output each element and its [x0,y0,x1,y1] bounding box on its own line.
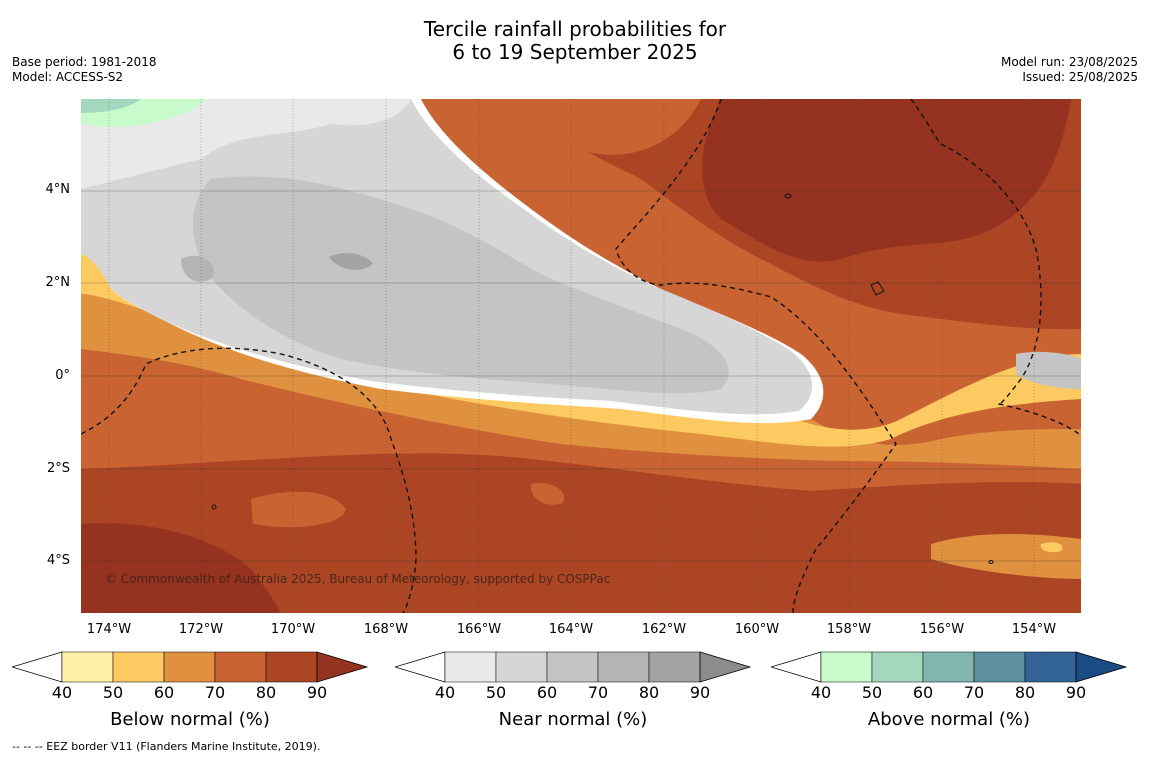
above-tick-60: 60 [912,683,934,702]
below-colorbar-cell [112,651,165,683]
near-tick-60: 60 [536,683,558,702]
lon-label-166w: 166°W [456,622,502,637]
near-colorbar-cells [444,651,701,683]
below-tick-70: 70 [204,683,226,702]
lat-label-2s: 2°S [46,461,70,476]
lon-label-170w: 170°W [270,622,316,637]
below-colorbar-cell [163,651,216,683]
near-tick-80: 80 [638,683,660,702]
issued-text: Issued: 25/08/2025 [1022,70,1138,84]
lon-label-164w: 164°W [548,622,594,637]
map-canvas: © Commonwealth of Australia 2025, Bureau… [81,99,1081,613]
south-east-patch-60 [1040,542,1063,553]
map-copyright: © Commonwealth of Australia 2025, Bureau… [105,572,610,586]
near-tick-70: 70 [587,683,609,702]
lon-label-158w: 158°W [826,622,872,637]
above-colorbar-cells [820,651,1077,683]
near-normal-title: Near normal (%) [498,709,648,730]
lat-label-4s: 4°S [46,553,70,568]
below-tick-40: 40 [51,683,73,702]
below-tick-50: 50 [102,683,124,702]
near-60-zone [192,176,729,394]
base-period-text: Base period: 1981-2018 [12,55,157,69]
below-normal-title: Below normal (%) [110,709,270,730]
lon-label-168w: 168°W [363,622,409,637]
near-colorbar-cell [648,651,701,683]
near-colorbar-cell [546,651,599,683]
below-colorbar-cell [214,651,267,683]
above-colorbar-cell [1024,651,1077,683]
meta-left: Base period: 1981-2018 Model: ACCESS-S2 [12,55,157,85]
above-colorbar-cell [973,651,1026,683]
above-50-zone [81,99,141,113]
above-tick-70: 70 [963,683,985,702]
above-normal-colorbar [771,651,1128,683]
near-tick-90: 90 [689,683,711,702]
island-outlines [211,193,994,564]
title-line-1: Tercile rainfall probabilities for [423,17,727,41]
lat-label-0: 0° [55,368,70,383]
below-tick-90: 90 [306,683,328,702]
above-colorbar-cell [922,651,975,683]
rainfall-probability-map: © Commonwealth of Australia 2025, Bureau… [81,99,1081,613]
model-text: Model: ACCESS-S2 [12,70,124,84]
lon-label-154w: 154°W [1011,622,1057,637]
lon-label-160w: 160°W [734,622,780,637]
below-colorbar-cap [316,651,369,683]
above-colorbar-cell [820,651,873,683]
near-normal-colorbar [395,651,752,683]
model-run-text: Model run: 23/08/2025 [1000,55,1138,69]
near-tick-40: 40 [434,683,456,702]
south-patch-70b [530,482,565,505]
title-line-2: 6 to 19 September 2025 [452,40,698,64]
above-tick-40: 40 [810,683,832,702]
south-patch-70 [251,491,346,528]
lat-label-4n: 4°N [45,182,71,197]
map-gridlines [81,99,1081,613]
lon-label-162w: 162°W [641,622,687,637]
above-normal-title: Above normal (%) [867,709,1031,730]
meta-right: Model run: 23/08/2025 Issued: 25/08/2025 [1001,55,1138,85]
below-colorbar-cell [61,651,114,683]
below-tick-80: 80 [255,683,277,702]
below-tick-60: 60 [153,683,175,702]
near-colorbar-cell [495,651,548,683]
near-colorbar-cap [699,651,752,683]
north-below-90-zone [702,99,1071,262]
above-tick-50: 50 [861,683,883,702]
below-colorbar-cells [61,651,318,683]
north-west-70-zone [531,99,701,155]
map-title: Tercile rainfall probabilities for 6 to … [0,18,1150,64]
near-east-patch [1016,351,1081,389]
near-70-patch-b [181,255,214,282]
below-colorbar-cell [265,651,318,683]
near-tick-50: 50 [485,683,507,702]
lon-label-156w: 156°W [919,622,965,637]
near-70-patch [329,253,373,270]
near-colorbar-cell [444,651,497,683]
eez-footer-note: -- -- -- EEZ border V11 (Flanders Marine… [12,740,321,753]
below-normal-colorbar [12,651,369,683]
south-below-90-zone [81,523,281,613]
above-colorbar-cell [871,651,924,683]
near-40-zone [81,99,411,189]
eez-borders [81,99,1080,613]
lon-label-172w: 172°W [178,622,224,637]
lat-label-2n: 2°N [45,275,71,290]
near-colorbar-cell [597,651,650,683]
above-tick-80: 80 [1014,683,1036,702]
above-tick-90: 90 [1065,683,1087,702]
lon-label-174w: 174°W [86,622,132,637]
south-below-80-zone [81,453,1081,613]
above-colorbar-cap [1075,651,1128,683]
